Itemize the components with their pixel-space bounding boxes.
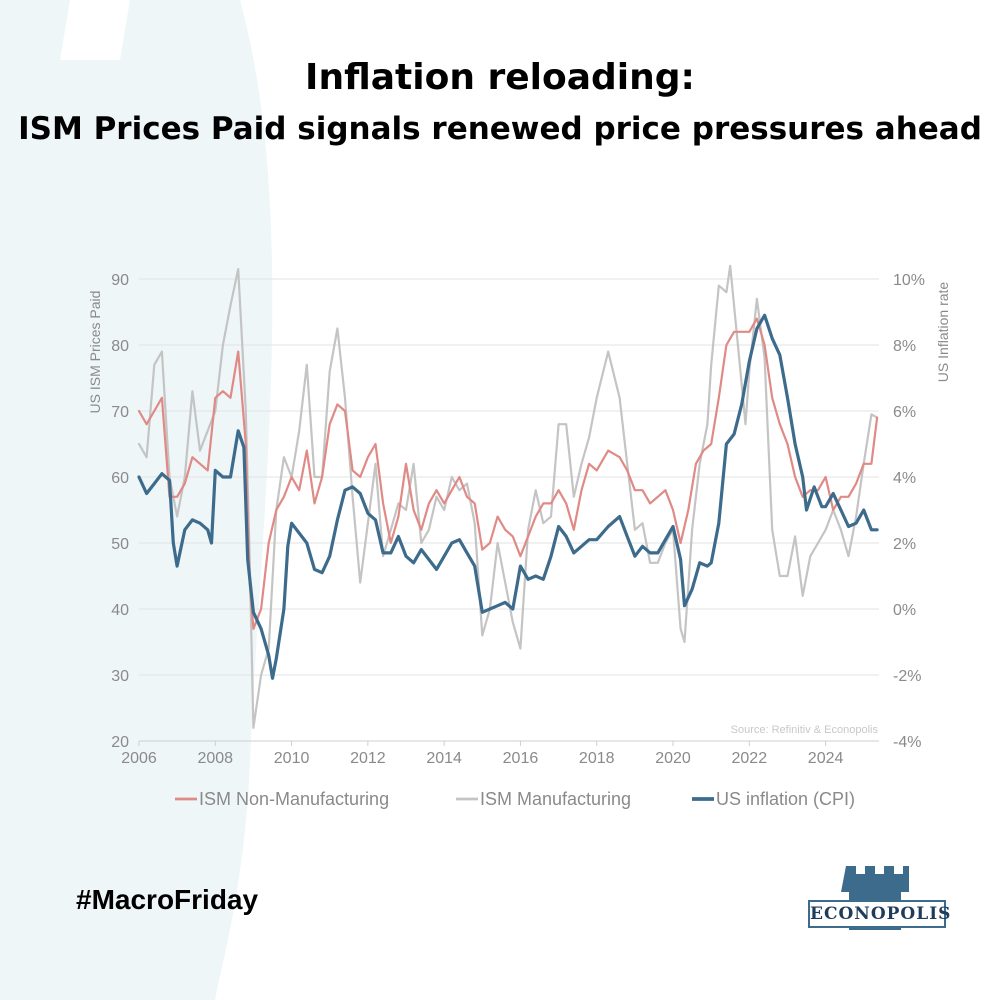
y-left-tick-label: 60 (111, 470, 129, 487)
y-left-tick-label: 90 (111, 272, 129, 289)
title-line-1: Inflation reloading: (305, 57, 695, 98)
series-line-manufacturing (137, 264, 879, 729)
series-line-non-manufacturing (137, 317, 879, 630)
x-tick-label: 2020 (655, 750, 691, 767)
x-tick-label: 2014 (426, 750, 462, 767)
y-right-tick-label: 0% (893, 602, 916, 619)
x-tick-label: 2022 (732, 750, 768, 767)
x-tick-label: 2010 (274, 750, 310, 767)
y-right-tick-label: 8% (893, 338, 916, 355)
series-lines (137, 264, 879, 729)
y-right-tick-label: 6% (893, 404, 916, 421)
x-tick-label: 2016 (503, 750, 539, 767)
y-left-tick-label: 20 (111, 734, 129, 751)
hashtag: #MacroFriday (76, 884, 259, 915)
x-tick-label: 2008 (197, 750, 233, 767)
y-right-tick-label: -2% (893, 668, 921, 685)
source-note: Source: Refinitiv & Econopolis (731, 724, 879, 736)
x-tick-label: 2012 (350, 750, 386, 767)
legend-label-non-manufacturing: ISM Non-Manufacturing (199, 789, 389, 809)
y-right-tick-label: -4% (893, 734, 921, 751)
x-tick-label: 2018 (579, 750, 615, 767)
y-left-tick-label: 40 (111, 602, 129, 619)
y-axis-right-label: US Inflation rate (935, 282, 951, 383)
title-line-2: ISM Prices Paid signals renewed price pr… (18, 111, 982, 147)
x-tick-label: 2024 (808, 750, 844, 767)
y-left-tick-label: 30 (111, 668, 129, 685)
y-right-tick-label: 10% (893, 272, 925, 289)
legend: ISM Non-Manufacturing ISM Manufacturing US… (175, 789, 855, 809)
y-right-tick-label: 2% (893, 536, 916, 553)
y-left-tick-label: 70 (111, 404, 129, 421)
y-left-tick-label: 80 (111, 338, 129, 355)
logo-text: ECONOPOLIS (808, 900, 950, 928)
axes: 20 30 40 50 60 70 80 90 -4% -2% 0% 2% 4% 6% 8% 10% 2006 2… (111, 272, 925, 767)
grid (139, 278, 879, 742)
legend-label-manufacturing: ISM Manufacturing (480, 789, 631, 809)
y-right-tick-label: 4% (893, 470, 916, 487)
legend-label-cpi: US inflation (CPI) (716, 789, 855, 809)
x-tick-label: 2006 (121, 750, 157, 767)
title: Inflation reloading: ISM Prices Paid sig… (0, 52, 1000, 154)
y-left-tick-label: 50 (111, 536, 129, 553)
series-line-cpi (137, 313, 879, 680)
y-axis-left-label: US ISM Prices Paid (87, 291, 103, 414)
